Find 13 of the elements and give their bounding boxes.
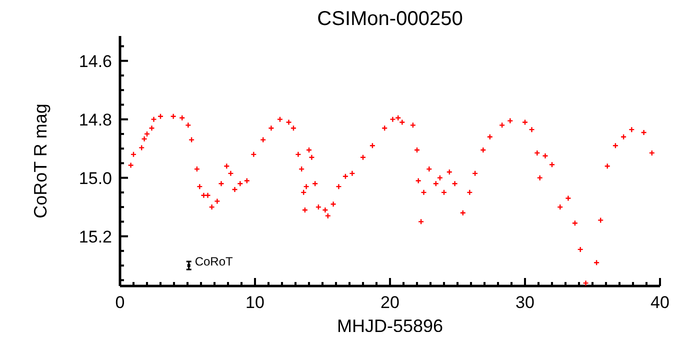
x-tick-label: 30 xyxy=(516,293,534,312)
y-tick-label: 15.0 xyxy=(78,168,112,188)
x-tick-label: 20 xyxy=(380,293,400,312)
x-tick-label: 0 xyxy=(115,293,125,312)
y-tick-label: 14.8 xyxy=(78,110,112,130)
y-axis-title: CoRoT R mag xyxy=(30,104,50,218)
x-tick-label: 40 xyxy=(650,293,670,312)
y-tick-label: 15.2 xyxy=(78,227,112,246)
annotation: CoRoT xyxy=(194,254,234,269)
y-tick-label: 14.6 xyxy=(78,52,112,71)
x-tick-label: 10 xyxy=(246,293,264,312)
x-axis-title: MHJD-55896 xyxy=(336,316,444,336)
chart-title: CSIMon-000250 xyxy=(316,8,464,31)
